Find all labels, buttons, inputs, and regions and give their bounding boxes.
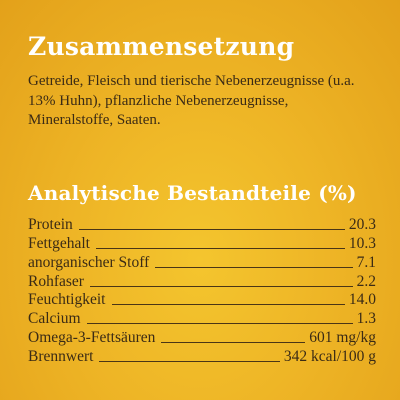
row-value: 7.1 — [356, 253, 376, 271]
row-label: Brennwert — [28, 347, 94, 365]
row-value: 10.3 — [348, 235, 376, 253]
row-label: anorganischer Stoff — [28, 253, 150, 271]
row-value: 1.3 — [356, 310, 376, 328]
row-value: 20.3 — [348, 216, 376, 234]
leader-line — [96, 248, 345, 250]
row-label: Protein — [28, 216, 73, 234]
row-label: Feuchtigkeit — [28, 291, 106, 309]
row-value: 2.2 — [356, 272, 376, 290]
table-row: Feuchtigkeit 14.0 — [28, 291, 376, 310]
row-label: Omega-3-Fettsäuren — [28, 329, 156, 347]
row-label: Calcium — [28, 310, 81, 328]
composition-title: Zusammensetzung — [28, 32, 295, 61]
leader-line — [111, 304, 345, 306]
row-label: Fettgehalt — [28, 235, 90, 253]
table-row: Rohfaser 2.2 — [28, 272, 376, 291]
table-row: anorganischer Stoff 7.1 — [28, 253, 376, 272]
row-value: 601 mg/kg — [309, 329, 376, 347]
leader-line — [78, 229, 345, 231]
table-row: Brennwert 342 kcal/100 g — [28, 347, 376, 366]
row-label: Rohfaser — [28, 272, 84, 290]
analytics-section: Analytische Bestandteile (%) Protein 20.… — [28, 179, 376, 366]
analytics-title: Analytische Bestandteile (%) — [28, 180, 357, 205]
leader-line — [99, 360, 280, 362]
table-row: Omega-3-Fettsäuren 601 mg/kg — [28, 328, 376, 347]
table-row: Fettgehalt 10.3 — [28, 234, 376, 253]
content: Zusammensetzung Getreide, Fleisch und ti… — [28, 30, 376, 366]
leader-line — [161, 342, 306, 344]
row-value: 14.0 — [348, 291, 376, 309]
leader-line — [86, 323, 353, 325]
analytics-table: Protein 20.3 Fettgehalt 10.3 anorganisch… — [28, 216, 376, 366]
table-row: Protein 20.3 — [28, 216, 376, 235]
leader-line — [89, 285, 353, 287]
row-value: 342 kcal/100 g — [283, 347, 376, 365]
composition-text: Getreide, Fleisch und tierische Nebenerz… — [28, 73, 355, 128]
table-row: Calcium 1.3 — [28, 309, 376, 328]
leader-line — [155, 266, 353, 268]
